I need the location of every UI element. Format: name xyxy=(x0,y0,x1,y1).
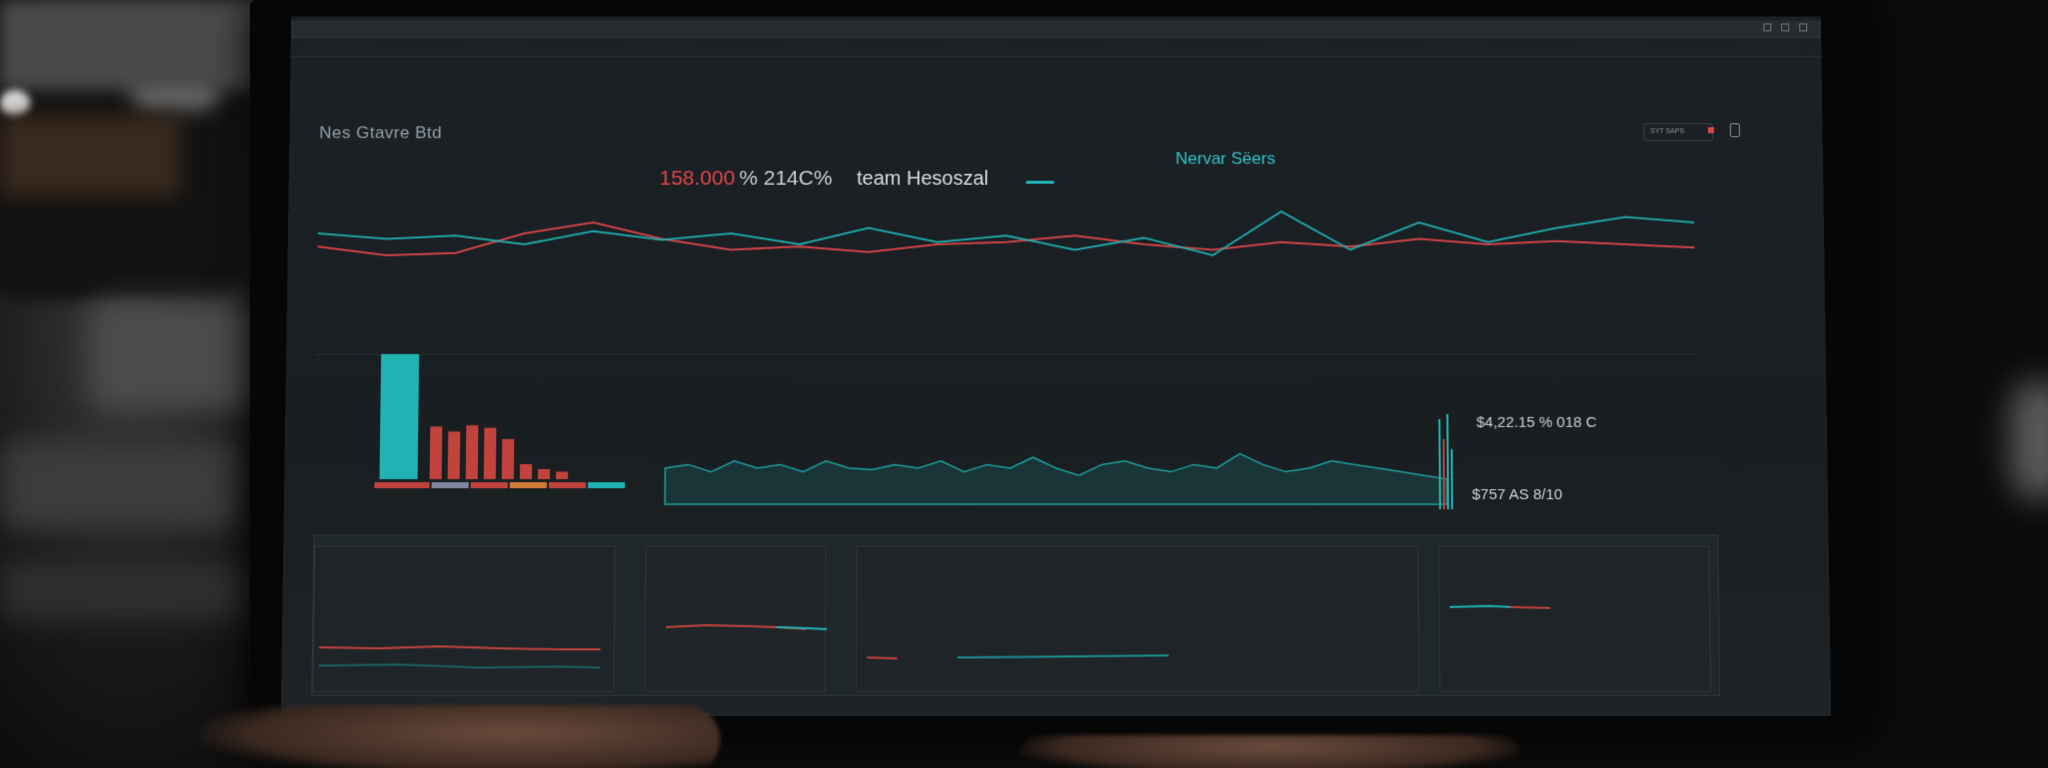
legend-segment xyxy=(471,482,508,488)
spike-bar-3 xyxy=(1451,449,1453,509)
panel-2-chart xyxy=(666,617,827,637)
series-title: Nervar Sëers xyxy=(1175,149,1275,169)
background-object xyxy=(0,440,240,530)
bar-red-3 xyxy=(484,428,497,479)
legend-swatch xyxy=(1026,181,1054,184)
kpi-value-red: 158.000 xyxy=(659,167,735,191)
bar-red-2 xyxy=(466,425,479,479)
background-object xyxy=(2010,380,2048,500)
bar-red-4 xyxy=(502,439,514,479)
spike-chart xyxy=(1436,409,1457,509)
desk-surface xyxy=(0,0,270,90)
minimize-icon[interactable] xyxy=(1763,23,1771,31)
desk-surface xyxy=(0,116,180,196)
monitor-screen: Nes Gtavre Btd 158.000 % 214C% team Heso… xyxy=(281,17,1832,717)
spike-bar-0 xyxy=(1438,419,1441,509)
legend-segment xyxy=(374,482,430,488)
legend-segment xyxy=(510,482,547,488)
panel-4-line-red xyxy=(1510,607,1550,608)
background-object xyxy=(0,560,250,620)
app-top-bar xyxy=(291,21,1821,39)
right-value-top: $4,22.15 % 018 C xyxy=(1476,414,1596,431)
kpi-value: % 214C% xyxy=(739,167,832,191)
legend-segment xyxy=(549,482,586,488)
area-series xyxy=(665,454,1447,505)
bar-red-6 xyxy=(538,469,550,479)
panel-2 xyxy=(644,546,826,692)
left-hand xyxy=(200,705,720,768)
alert-icon xyxy=(1708,127,1714,133)
area-chart xyxy=(665,424,1447,504)
panel-3-line-red xyxy=(867,657,897,658)
close-icon[interactable] xyxy=(1799,23,1807,31)
maximize-icon[interactable] xyxy=(1781,23,1789,31)
dashboard-title: Nes Gtavre Btd xyxy=(319,123,442,143)
legend-segment xyxy=(588,482,625,488)
bar-red-1 xyxy=(448,432,461,480)
bar-chart xyxy=(374,354,636,494)
spike-bar-2 xyxy=(1446,414,1449,509)
kpi-label: team Hesoszal xyxy=(857,168,989,191)
bar-red-7 xyxy=(556,472,568,480)
right-value-bottom: $757 AS 8/10 xyxy=(1472,486,1562,503)
panel-2-line-teal xyxy=(777,627,827,629)
bar-red-0 xyxy=(430,427,443,480)
background-light xyxy=(0,90,30,116)
panel-4 xyxy=(1438,546,1711,692)
panel-3-line-teal xyxy=(957,655,1168,657)
window-controls xyxy=(1763,23,1807,31)
device-icon[interactable] xyxy=(1730,123,1740,137)
legend-segment xyxy=(432,482,469,488)
bar-legend-strip xyxy=(374,482,625,488)
line-series-0 xyxy=(318,222,1695,255)
right-hand xyxy=(1020,735,1520,768)
header-divider xyxy=(291,56,1822,57)
line-chart xyxy=(317,190,1695,299)
spike-bar-1 xyxy=(1443,439,1446,509)
toolbar-button[interactable]: SYT SAPS xyxy=(1643,123,1713,141)
panel-1-chart xyxy=(319,637,601,677)
panel-4-chart xyxy=(1450,577,1702,638)
panel-1-line-teal xyxy=(319,665,601,668)
panel-1-line-red xyxy=(319,646,601,649)
panel-3 xyxy=(856,546,1420,692)
bar-red-5 xyxy=(520,464,532,479)
panel-3-chart xyxy=(867,647,1370,667)
panel-1 xyxy=(312,546,615,692)
background-object xyxy=(90,300,260,410)
bar-teal xyxy=(379,354,419,479)
bottom-panels-section xyxy=(311,534,1720,695)
panel-4-line-teal xyxy=(1450,606,1510,607)
